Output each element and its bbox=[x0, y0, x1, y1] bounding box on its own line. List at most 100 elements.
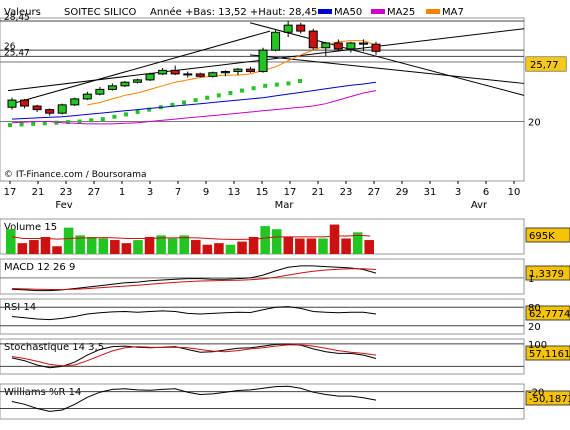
x-tick-label: 23 bbox=[340, 187, 353, 198]
x-tick-label: 10 bbox=[508, 187, 521, 198]
volume-bar bbox=[6, 229, 16, 254]
candle bbox=[57, 103, 67, 115]
candle bbox=[358, 39, 368, 52]
indicator-value-box: 695K bbox=[525, 227, 570, 243]
volume-bar bbox=[98, 238, 109, 254]
candle bbox=[120, 81, 130, 88]
volume-bar bbox=[352, 232, 363, 254]
signal-marker bbox=[54, 120, 59, 125]
candle bbox=[220, 70, 230, 77]
signal-marker bbox=[263, 83, 268, 88]
candle bbox=[158, 67, 168, 76]
volume-bar bbox=[191, 240, 201, 254]
candle-body bbox=[95, 88, 105, 95]
indicator-value-bg bbox=[525, 227, 570, 243]
month-label: Fev bbox=[55, 200, 72, 211]
indicator-tick-label: -20 bbox=[528, 388, 544, 399]
signal-marker bbox=[19, 122, 24, 127]
indicator-tick-label: 100 bbox=[528, 340, 547, 351]
x-tick-label: 13 bbox=[228, 187, 241, 198]
candle bbox=[308, 28, 318, 51]
candle-body bbox=[32, 105, 42, 111]
x-tick-label: 31 bbox=[424, 187, 437, 198]
indicator-value-bg bbox=[525, 345, 570, 361]
signal-marker bbox=[100, 117, 105, 122]
signal-marker bbox=[193, 98, 198, 103]
volume-bar bbox=[364, 240, 374, 254]
indicator-value-bg bbox=[525, 265, 570, 281]
ma7-legend-swatch bbox=[426, 9, 440, 14]
signal-marker bbox=[31, 121, 36, 126]
x-tick-label: 29 bbox=[396, 187, 409, 198]
signal-marker bbox=[112, 114, 117, 119]
indicator-line bbox=[11, 385, 377, 412]
candle-body bbox=[258, 49, 268, 73]
volume-bar bbox=[318, 238, 328, 254]
x-tick-label: 17 bbox=[4, 187, 17, 198]
x-tick-label: 7 bbox=[175, 187, 181, 198]
candle bbox=[7, 97, 17, 110]
candle-body bbox=[208, 72, 218, 77]
candle-body bbox=[346, 42, 356, 50]
volume-bar bbox=[63, 227, 74, 254]
current-price-value: 25,77 bbox=[530, 60, 559, 71]
candle bbox=[321, 41, 331, 57]
candle-body bbox=[245, 68, 255, 73]
candle-body bbox=[283, 24, 293, 33]
x-tick-label: 6 bbox=[483, 187, 489, 198]
volume-bar bbox=[17, 243, 28, 254]
volume-bar bbox=[283, 236, 294, 254]
volume-bar bbox=[202, 244, 213, 254]
candle-body bbox=[308, 30, 318, 49]
indicator-value: 57,1161 bbox=[529, 349, 570, 360]
candle bbox=[183, 71, 193, 78]
volume-ma-line bbox=[11, 234, 371, 240]
volume-bar bbox=[86, 236, 97, 254]
signal-marker bbox=[286, 81, 291, 86]
candle-body bbox=[333, 42, 343, 50]
signal-marker bbox=[124, 112, 128, 117]
x-tick-label: 1 bbox=[119, 187, 125, 198]
candle bbox=[333, 39, 343, 52]
candle-body bbox=[170, 69, 180, 75]
candles bbox=[7, 20, 381, 116]
volume-bar bbox=[52, 246, 62, 254]
candle bbox=[45, 108, 55, 116]
candle-body bbox=[220, 71, 230, 74]
indicator-line bbox=[11, 344, 377, 367]
x-tick-label: 3 bbox=[147, 187, 153, 198]
indicator-title: Volume 15 bbox=[4, 222, 57, 233]
signal-marker bbox=[42, 121, 47, 126]
indicator-line bbox=[11, 343, 377, 369]
candle bbox=[208, 71, 218, 78]
indicator-tick-label: 1 bbox=[528, 274, 534, 285]
x-tick-label: 23 bbox=[60, 187, 73, 198]
candle bbox=[82, 91, 92, 101]
signal-marker bbox=[216, 93, 221, 98]
candle bbox=[107, 83, 117, 91]
signal-marker bbox=[170, 102, 175, 107]
credit-text: © IT-Finance.com / Boursorama bbox=[4, 170, 146, 180]
signal-marker bbox=[135, 109, 140, 114]
indicator-tick-label: 20 bbox=[528, 322, 541, 333]
ma50-legend-label: MA50 bbox=[334, 7, 362, 18]
candle bbox=[70, 97, 80, 107]
candle-body bbox=[296, 24, 306, 32]
candle bbox=[233, 67, 243, 76]
candle bbox=[133, 78, 143, 84]
indicator-value: 695K bbox=[529, 231, 555, 242]
candle bbox=[170, 65, 180, 76]
candle bbox=[95, 87, 105, 96]
candle-body bbox=[358, 42, 368, 45]
indicator-value-bg bbox=[525, 305, 570, 321]
ma7-legend-label: MA7 bbox=[442, 7, 464, 18]
x-tick-label: 21 bbox=[32, 187, 45, 198]
chart-header: Valeurs SOITEC SILICO Année +Bas: 13,52 … bbox=[4, 6, 464, 18]
candle bbox=[258, 47, 268, 73]
indicator-frame bbox=[0, 298, 525, 335]
candle-body bbox=[321, 42, 331, 49]
signal-marker bbox=[205, 95, 210, 100]
